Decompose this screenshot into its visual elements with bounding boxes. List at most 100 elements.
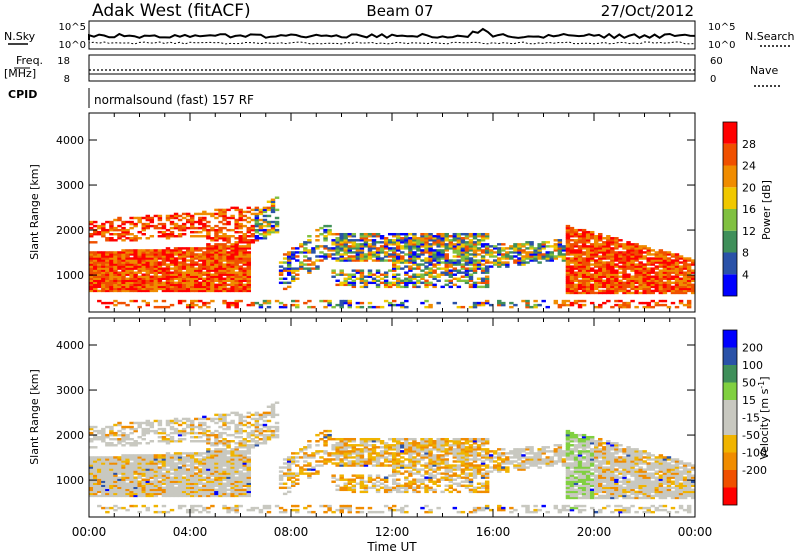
power-cell	[339, 243, 344, 246]
power-cell	[674, 263, 680, 266]
velocity-cell	[315, 464, 320, 467]
power-cell	[363, 241, 369, 244]
power-cell	[121, 230, 126, 234]
power-cell	[589, 275, 595, 278]
power-cell	[258, 210, 264, 214]
power-cell	[517, 253, 522, 256]
power-cell	[577, 263, 583, 266]
power-cell	[101, 226, 106, 230]
velocity-cell	[181, 429, 187, 433]
power-cell	[456, 249, 462, 252]
power-cell	[630, 247, 635, 250]
power-cell	[565, 299, 571, 303]
velocity-cell	[392, 474, 397, 477]
velocity-cell	[206, 506, 211, 510]
velocity-cell	[145, 470, 150, 473]
power-cell	[420, 269, 425, 272]
power-cell	[662, 277, 668, 280]
velocity-cell	[109, 425, 114, 429]
power-cell	[416, 239, 421, 242]
power-cell	[464, 247, 470, 250]
velocity-cell	[278, 486, 284, 490]
velocity-cell	[246, 435, 251, 439]
freq-label: Freq.	[16, 54, 43, 67]
power-cell	[460, 275, 466, 278]
velocity-cell	[404, 448, 409, 451]
power-cell	[630, 269, 635, 272]
power-cell	[573, 279, 579, 283]
power-cell	[202, 235, 207, 238]
power-cell	[230, 275, 235, 278]
power-cell	[642, 257, 647, 260]
power-cell	[270, 204, 276, 208]
power-cell	[153, 255, 159, 258]
velocity-cell	[117, 437, 122, 441]
power-cell	[460, 253, 466, 256]
velocity-cell	[125, 442, 130, 445]
power-cell	[464, 243, 470, 246]
power-cell	[363, 235, 369, 238]
velocity-cell	[185, 480, 191, 483]
power-cell	[262, 228, 268, 232]
power-cell	[598, 303, 603, 307]
velocity-cell	[323, 510, 328, 514]
power-cell	[565, 287, 571, 291]
velocity-cell	[254, 411, 260, 415]
velocity-cell	[121, 468, 126, 471]
power-cell	[113, 253, 118, 256]
velocity-cell	[109, 427, 114, 431]
power-cell	[452, 259, 458, 262]
power-cell	[371, 281, 377, 285]
power-cell	[121, 222, 126, 226]
power-cell	[662, 257, 668, 260]
power-cell	[428, 257, 433, 260]
power-cell	[432, 271, 437, 274]
power-cell	[230, 259, 235, 262]
power-cell	[311, 263, 316, 266]
velocity-cell	[375, 484, 381, 488]
velocity-cell	[97, 486, 102, 490]
power-cell	[295, 267, 300, 270]
power-cell	[464, 253, 470, 256]
power-cell	[105, 281, 110, 285]
velocity-cell	[194, 425, 199, 429]
power-cell	[392, 261, 397, 264]
power-cell	[181, 289, 187, 293]
velocity-cell	[238, 452, 243, 455]
power-cell	[339, 249, 344, 252]
velocity-cell	[198, 486, 203, 490]
velocity-cell	[194, 472, 199, 475]
velocity-cell	[355, 510, 361, 514]
velocity-cell	[173, 419, 179, 423]
velocity-cell	[121, 490, 126, 494]
power-cell	[565, 243, 571, 246]
velocity-cell	[145, 468, 150, 471]
power-cell	[598, 239, 603, 242]
power-cell	[141, 277, 146, 280]
power-cell	[517, 243, 522, 246]
power-colorbar-ticks: 4 8 12 16 20 24 28	[742, 138, 756, 282]
power-cell	[456, 235, 462, 238]
velocity-cell	[323, 462, 328, 465]
velocity-cell	[335, 442, 340, 445]
power-cell	[141, 226, 146, 230]
power-cell	[448, 239, 453, 242]
power-cell	[630, 259, 635, 262]
power-cell	[198, 257, 203, 260]
power-cell	[177, 275, 183, 278]
power-cell	[630, 263, 635, 266]
nsearch-tick-bottom: 10^0	[708, 40, 735, 51]
power-cell	[367, 245, 373, 248]
power-cell	[198, 289, 203, 293]
velocity-cell	[315, 470, 320, 473]
velocity-cell	[396, 464, 401, 467]
power-cell	[206, 232, 211, 236]
power-cell	[181, 247, 187, 250]
velocity-cell	[185, 468, 191, 471]
power-cell	[440, 235, 445, 238]
velocity-cell	[291, 472, 296, 475]
power-cell	[392, 263, 397, 266]
power-cell	[210, 287, 215, 291]
power-cell	[149, 251, 155, 254]
velocity-cell	[270, 431, 276, 435]
